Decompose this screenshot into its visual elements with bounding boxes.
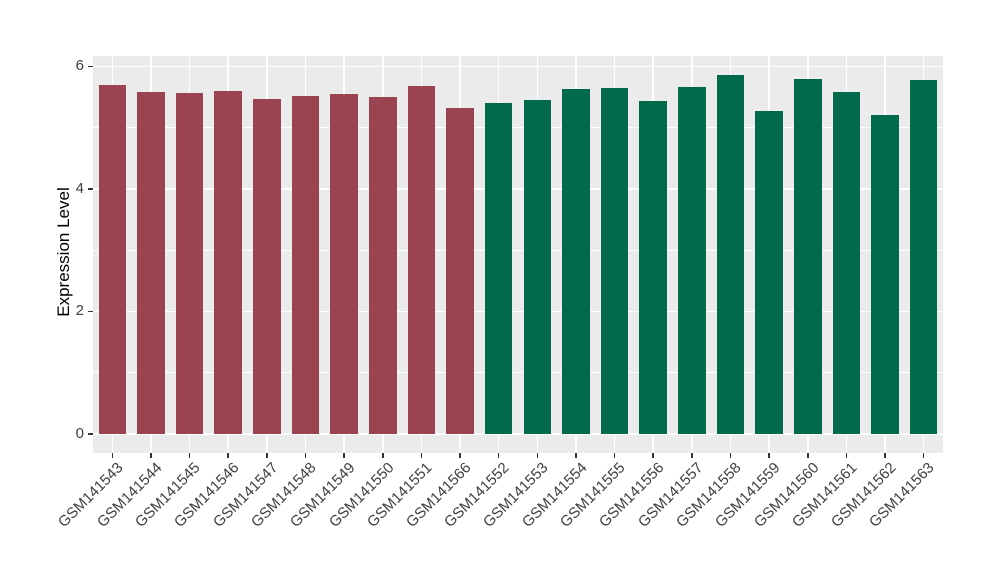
bar-GSM141563 — [909, 80, 938, 434]
x-tick-mark — [807, 453, 809, 458]
plot-panel — [93, 56, 943, 453]
bar-GSM141547 — [253, 98, 281, 434]
x-tick-mark — [382, 453, 384, 458]
y-tick-label: 0 — [75, 425, 84, 442]
y-tick-label: 2 — [75, 302, 84, 320]
x-tick-mark — [845, 453, 848, 458]
minor-gridline — [93, 372, 943, 374]
x-tick-mark — [343, 453, 345, 458]
bar-GSM141557 — [678, 87, 706, 434]
x-tick-mark — [691, 453, 693, 458]
y-axis-title: Expression Level — [54, 187, 73, 317]
x-tick-mark — [459, 453, 461, 458]
x-tick-mark — [227, 453, 229, 458]
x-tick-mark — [884, 453, 886, 458]
major-gridline — [93, 188, 943, 190]
x-tick-mark — [613, 453, 616, 458]
bar-GSM141553 — [523, 100, 552, 434]
x-tick-mark — [111, 453, 114, 458]
y-tick-mark — [88, 188, 93, 190]
major-gridline — [93, 433, 943, 435]
x-tick-mark — [536, 453, 539, 458]
bar-GSM141562 — [871, 114, 899, 434]
bar-GSM141551 — [407, 85, 436, 434]
y-tick-label: 6 — [75, 57, 84, 75]
bar-GSM141546 — [214, 90, 242, 434]
bar-GSM141544 — [137, 92, 165, 434]
x-tick-mark — [304, 453, 307, 458]
x-tick-mark — [188, 453, 191, 458]
bar-GSM141555 — [600, 88, 629, 434]
bar-GSM141548 — [291, 96, 320, 434]
y-tick-mark — [88, 310, 93, 313]
x-tick-mark — [729, 453, 732, 458]
minor-gridline — [93, 249, 943, 251]
x-tick-mark — [652, 453, 654, 458]
bar-GSM141549 — [330, 93, 358, 434]
y-tick-mark — [88, 65, 93, 68]
minor-gridline — [93, 127, 943, 129]
x-tick-mark — [266, 453, 268, 458]
bar-GSM141561 — [832, 92, 861, 434]
bar-GSM141556 — [639, 100, 667, 434]
bar-GSM141566 — [446, 108, 474, 434]
x-tick-mark — [497, 453, 500, 458]
x-tick-mark — [922, 453, 925, 458]
y-tick-mark — [88, 433, 93, 435]
bar-GSM141559 — [755, 111, 783, 434]
x-tick-mark — [575, 453, 577, 458]
x-tick-mark — [420, 453, 423, 458]
bar-GSM141543 — [98, 85, 127, 434]
bar-GSM141554 — [562, 89, 590, 434]
x-tick-mark — [150, 453, 152, 458]
bar-GSM141552 — [484, 102, 513, 434]
x-tick-mark — [768, 453, 770, 458]
bar-GSM141545 — [175, 92, 204, 434]
major-gridline — [93, 310, 943, 313]
major-gridline — [93, 65, 943, 68]
bar-GSM141560 — [794, 78, 822, 434]
bar-GSM141550 — [369, 97, 397, 434]
y-tick-label: 4 — [75, 179, 84, 197]
bar-GSM141558 — [716, 74, 745, 434]
